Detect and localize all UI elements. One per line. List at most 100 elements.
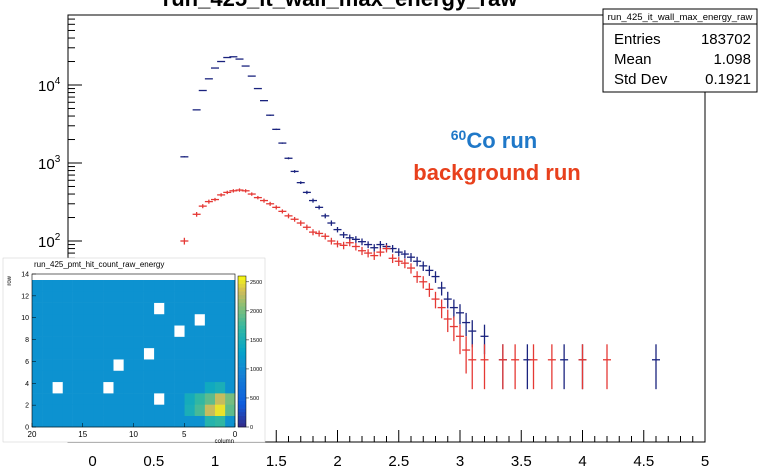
heatmap-cell	[42, 347, 53, 360]
heatmap-cell	[52, 313, 63, 326]
colorbar-segment	[238, 328, 246, 333]
data-point	[370, 251, 379, 260]
heatmap-cell	[42, 313, 53, 326]
heatmap-cell	[224, 336, 236, 349]
data-point	[217, 60, 226, 63]
data-point	[443, 309, 452, 333]
inset-title: run_425_pmt_hit_count_raw_energy	[34, 260, 164, 269]
x-tick-label: 2	[333, 453, 341, 469]
heatmap-cell	[82, 347, 94, 360]
heatmap-cell	[184, 404, 195, 416]
heatmap-cell	[133, 280, 144, 292]
data-point	[272, 128, 281, 131]
heatmap-cell	[133, 302, 144, 315]
heatmap-cell	[123, 302, 134, 315]
heatmap-cell	[143, 302, 155, 315]
data-point	[407, 263, 415, 274]
heatmap-cell	[113, 347, 124, 360]
colorbar-segment	[238, 400, 246, 405]
colorbar-segment	[238, 374, 246, 379]
heatmap-cell	[214, 336, 226, 349]
heatmap-cell	[153, 325, 165, 337]
heatmap-cell	[174, 336, 185, 349]
heatmap-cell	[103, 313, 114, 326]
heatmap-cell	[123, 415, 134, 428]
heatmap-cell	[113, 280, 124, 292]
heatmap-cell	[123, 370, 134, 383]
x-tick-label: 3	[456, 453, 464, 469]
heatmap-cell	[224, 381, 236, 394]
heatmap-cell	[62, 415, 73, 428]
data-point	[321, 213, 330, 219]
co60-isotope-superscript: 60	[451, 127, 467, 143]
heatmap-cell	[82, 313, 94, 326]
colorbar-segment	[238, 359, 246, 364]
heatmap-cell	[32, 359, 43, 371]
heatmap-cell	[184, 359, 195, 371]
heatmap-cell	[103, 393, 114, 405]
data-point	[456, 324, 464, 355]
data-point	[309, 229, 317, 236]
heatmap-cell	[113, 302, 124, 315]
data-point	[370, 244, 379, 252]
heatmap-cell	[72, 336, 84, 349]
heatmap-cell	[32, 347, 43, 360]
heatmap-cell	[174, 404, 185, 416]
heatmap-cell	[113, 313, 124, 326]
stats-stddev-value: 0.1921	[705, 71, 751, 88]
data-point	[217, 193, 226, 197]
heatmap-cell	[82, 291, 94, 303]
heatmap-cell	[214, 393, 226, 405]
data-point	[211, 197, 219, 202]
heatmap-cell	[82, 404, 94, 416]
heatmap-cell	[204, 381, 215, 394]
data-point	[253, 87, 262, 90]
data-point	[364, 241, 373, 249]
data-point	[394, 248, 403, 257]
data-point	[498, 344, 507, 390]
data-point	[652, 344, 660, 390]
inset-colorbar: 0 500 1000 1500 2000 2500	[237, 275, 262, 431]
colorbar-segment	[238, 317, 246, 322]
data-point	[388, 254, 397, 264]
colorbar-segment	[238, 419, 246, 424]
inset-x-axis-label: column	[215, 439, 234, 445]
heatmap-cell	[184, 336, 195, 349]
data-point	[376, 248, 385, 257]
data-point	[578, 344, 587, 390]
inset-x-tick-label: 15	[78, 430, 87, 439]
data-point	[523, 344, 532, 390]
data-point	[400, 258, 409, 269]
heatmap-cell	[42, 291, 53, 303]
data-point	[382, 245, 391, 253]
heatmap-cell	[72, 381, 84, 394]
heatmap-cell	[143, 415, 155, 428]
data-point	[400, 250, 409, 259]
heatmap-cell	[143, 404, 155, 416]
data-point	[419, 261, 428, 271]
data-point	[462, 312, 471, 337]
heatmap-cell	[113, 404, 124, 416]
inset-y-tick-label: 10	[21, 315, 29, 322]
colorbar-segment	[238, 302, 246, 307]
heatmap-cell	[72, 359, 84, 371]
heatmap-cell	[82, 280, 94, 292]
heatmap-cell	[163, 280, 175, 292]
heatmap-cell	[194, 302, 205, 315]
data-point	[260, 100, 268, 102]
heatmap-cell	[194, 291, 205, 303]
data-point	[419, 276, 428, 289]
heatmap-cell	[153, 280, 165, 292]
heatmap-cell	[113, 325, 124, 337]
stats-entries-value: 183702	[701, 31, 751, 48]
colorbar-segment	[238, 408, 246, 413]
heatmap-cell	[163, 325, 175, 337]
heatmap-cell	[184, 370, 195, 383]
heatmap-cell	[163, 336, 175, 349]
heatmap-cell	[82, 381, 94, 394]
stats-box-name: run_425_it_wall_max_energy_raw	[608, 12, 753, 23]
data-point	[462, 336, 471, 374]
heatmap-cell	[174, 393, 185, 405]
heatmap-cell	[42, 336, 53, 349]
heatmap-cell	[72, 325, 84, 337]
